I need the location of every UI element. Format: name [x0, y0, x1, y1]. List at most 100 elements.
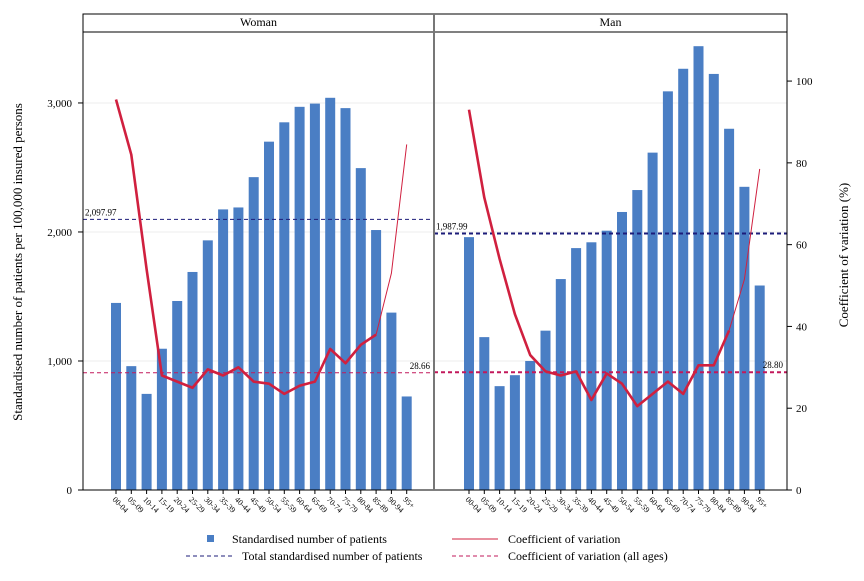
x-tick-label: 65-69	[309, 495, 329, 515]
legend: Standardised number of patients Coeffici…	[186, 532, 668, 563]
bar	[218, 209, 229, 491]
bar	[325, 97, 336, 490]
x-tick-label: 60-64	[294, 495, 314, 515]
x-tick-label: 35-39	[571, 495, 591, 515]
bar	[586, 242, 597, 490]
x-tick-label: 50-54	[264, 495, 284, 515]
cv-line-tail	[728, 168, 761, 331]
bar	[540, 330, 551, 490]
bar	[248, 177, 259, 490]
y2-tick-label: 60	[796, 240, 808, 252]
x-tick-label: 50-54	[617, 495, 637, 515]
bar	[708, 73, 719, 491]
legend-swatch-patients	[207, 535, 214, 542]
y2-tick-label: 100	[796, 76, 813, 88]
bar	[386, 312, 397, 490]
bar	[525, 360, 536, 490]
bar	[632, 190, 643, 491]
x-tick-label: 40-44	[586, 495, 606, 515]
bar	[111, 302, 121, 490]
legend-label-patients: Standardised number of patients	[232, 532, 387, 546]
x-tick-label: 80-84	[708, 495, 728, 515]
bar	[754, 285, 765, 490]
y2-tick-label: 40	[796, 321, 808, 333]
cv-all-label: 28.80	[763, 360, 784, 370]
cv-all-label: 28.66	[410, 361, 431, 371]
bar	[601, 230, 612, 490]
x-tick-label: 80-84	[355, 495, 375, 515]
y-tick-label: 1,000	[47, 356, 72, 368]
bar	[126, 366, 137, 490]
x-tick-label: 45-49	[248, 495, 268, 515]
bar	[401, 396, 412, 490]
cv-line	[467, 109, 731, 408]
x-tick-label: 90-94	[739, 495, 759, 515]
y2-tick-label: 80	[796, 158, 808, 170]
x-tick-label: 65-69	[662, 495, 682, 515]
bar	[494, 386, 505, 490]
total-patients-label: 1,987.99	[436, 222, 468, 232]
panel-title: Man	[600, 15, 622, 29]
x-tick-label: 70-74	[678, 495, 698, 515]
x-tick-label: 40-44	[233, 495, 253, 515]
bar	[617, 211, 627, 490]
x-tick-label: 30-34	[555, 495, 575, 515]
x-tick-label: 55-59	[632, 495, 652, 515]
bar	[340, 108, 351, 490]
bar	[571, 248, 582, 490]
bar	[371, 230, 382, 490]
x-tick-label: 25-29	[540, 495, 560, 515]
x-tick-label: 20-24	[525, 495, 545, 515]
bar	[279, 122, 290, 490]
bar	[509, 375, 520, 490]
bar	[156, 348, 167, 490]
x-tick-label: 25-29	[187, 495, 207, 515]
x-tick-label: 05-09	[479, 495, 499, 515]
x-tick-label: 15-19	[509, 495, 529, 515]
legend-label-total: Total standardised number of patients	[242, 549, 423, 563]
bar	[739, 186, 750, 490]
bar	[141, 393, 152, 490]
x-tick-label: 15-19	[156, 495, 176, 515]
x-tick-label: 10-14	[141, 495, 161, 515]
bar	[464, 237, 474, 490]
bar	[355, 168, 366, 490]
bar	[662, 91, 673, 490]
x-tick-label: 75-79	[340, 495, 360, 515]
y-tick-label: 2,000	[47, 227, 72, 239]
x-tick-label: 00-04	[111, 495, 131, 515]
y2-tick-label: 20	[796, 403, 808, 415]
y-tick-label: 0	[67, 485, 73, 497]
bar	[309, 103, 320, 490]
bar	[479, 337, 490, 490]
x-tick-label: 55-59	[279, 495, 299, 515]
x-tick-label: 85-89	[724, 495, 744, 515]
bar	[264, 141, 274, 490]
y2-axis-title: Coefficient of variation (%)	[836, 183, 851, 328]
x-tick-label: 60-64	[647, 495, 667, 515]
x-tick-label: 30-34	[202, 495, 222, 515]
y-tick-label: 3,000	[47, 98, 72, 110]
cv-line	[114, 99, 377, 396]
x-tick-label: 90-94	[386, 495, 406, 515]
y-axis-title: Standardised number of patients per 100,…	[10, 103, 25, 421]
x-tick-label: 05-09	[126, 495, 146, 515]
bar	[724, 128, 735, 490]
bar	[678, 68, 689, 490]
cv-line-tail	[375, 144, 408, 335]
bar	[233, 207, 244, 490]
bar	[555, 279, 566, 490]
bar	[187, 271, 198, 490]
legend-label-cv-all: Coefficient of variation (all ages)	[508, 549, 668, 563]
x-tick-label: 20-24	[172, 495, 192, 515]
panel-title: Woman	[240, 15, 277, 29]
bar	[172, 300, 183, 490]
x-tick-label: 85-89	[371, 495, 391, 515]
legend-label-cv: Coefficient of variation	[508, 532, 620, 546]
x-tick-label: 10-14	[494, 495, 514, 515]
x-tick-label: 75-79	[693, 495, 713, 515]
x-tick-label: 70-74	[325, 495, 345, 515]
x-tick-label: 45-49	[601, 495, 621, 515]
total-patients-label: 2,097.97	[85, 207, 117, 217]
